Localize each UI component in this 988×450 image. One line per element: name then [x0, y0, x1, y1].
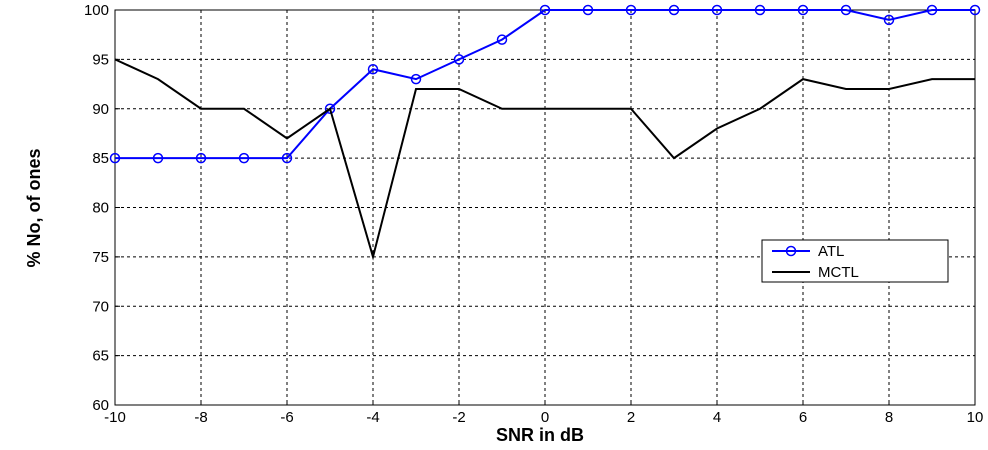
- x-tick-label: -6: [280, 409, 293, 426]
- point-marker: [711, 4, 723, 16]
- legend-marker: [785, 245, 797, 257]
- y-tick-label: 85: [92, 150, 109, 167]
- y-tick-label: 100: [84, 2, 109, 19]
- point-marker: [195, 152, 207, 164]
- point-marker: [797, 4, 809, 16]
- point-marker: [582, 4, 594, 16]
- legend-label: MCTL: [818, 264, 859, 281]
- y-tick-label: 95: [92, 51, 109, 68]
- series-line: [114, 58, 975, 261]
- x-tick-label: 4: [713, 409, 721, 426]
- point-marker: [926, 4, 938, 16]
- x-tick-label: 0: [541, 409, 549, 426]
- y-tick-label: 90: [92, 101, 109, 118]
- x-tick-label: -2: [452, 409, 465, 426]
- point-marker: [281, 152, 293, 164]
- point-marker: [453, 54, 465, 65]
- x-tick-label: -8: [194, 409, 207, 426]
- point-marker: [840, 4, 852, 16]
- point-marker: [969, 4, 981, 16]
- point-marker: [238, 152, 250, 164]
- x-axis-label: SNR in dB: [496, 425, 584, 445]
- y-tick-label: 75: [92, 249, 109, 266]
- y-tick-label: 70: [92, 298, 109, 315]
- legend-label: ATL: [818, 243, 844, 260]
- x-tick-label: 6: [799, 409, 807, 426]
- point-marker: [367, 64, 379, 75]
- x-tick-label: -4: [366, 409, 379, 426]
- y-tick-label: 80: [92, 200, 109, 217]
- x-tick-label: 10: [967, 409, 984, 426]
- point-marker: [109, 152, 121, 164]
- x-tick-label: 8: [885, 409, 893, 426]
- point-marker: [496, 34, 508, 45]
- point-marker: [668, 4, 680, 16]
- point-marker: [754, 4, 766, 16]
- point-marker: [152, 152, 164, 164]
- y-tick-label: 60: [92, 397, 109, 414]
- point-marker: [324, 103, 336, 114]
- x-tick-label: -10: [104, 409, 126, 426]
- point-marker: [883, 14, 895, 26]
- series-line: [115, 9, 975, 160]
- point-marker: [539, 4, 551, 16]
- y-tick-label: 65: [92, 348, 109, 365]
- x-tick-label: 2: [627, 409, 635, 426]
- y-axis-label: % No, of ones: [24, 148, 44, 267]
- point-marker: [625, 4, 637, 16]
- point-marker: [410, 73, 422, 85]
